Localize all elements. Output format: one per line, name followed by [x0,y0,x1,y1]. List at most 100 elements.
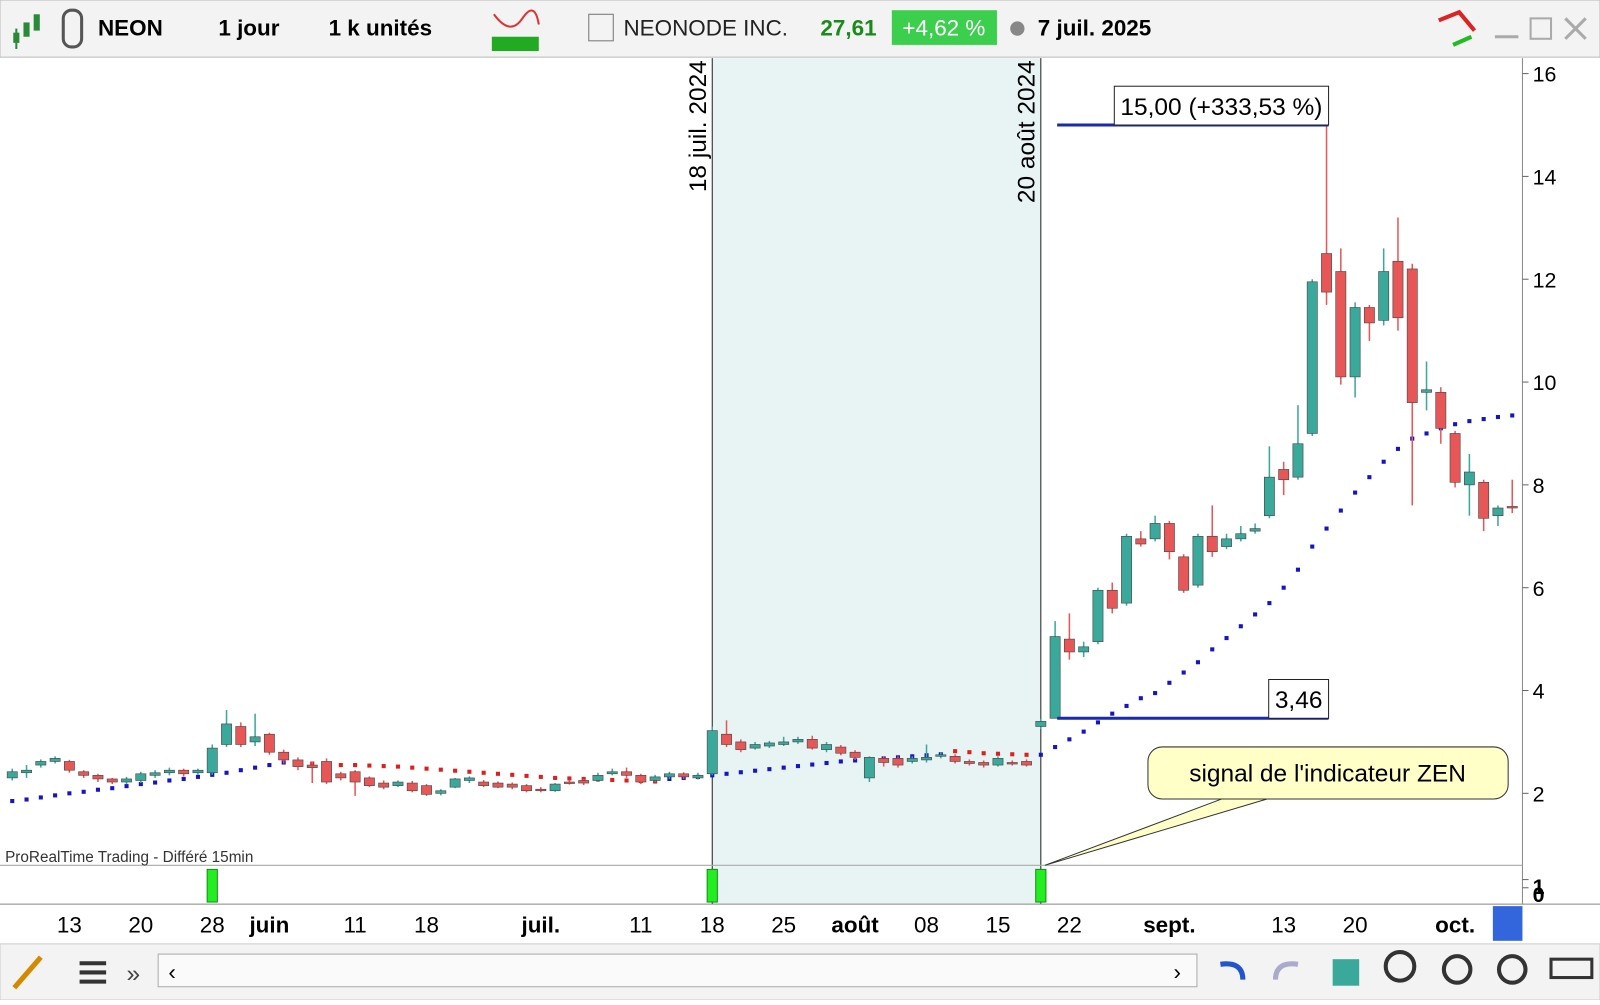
indicator-dot [510,772,515,777]
indicator-dot [1153,691,1158,696]
candle-body [806,739,818,749]
candle-body [521,785,532,792]
scroll-end[interactable] [1492,906,1523,941]
candle-body [1335,271,1347,378]
x-tick-label: 22 [1057,913,1082,938]
candle-body [263,733,275,753]
indicator-dot [224,770,229,775]
bottom-tools[interactable]: » ‹ › [12,950,1594,990]
candle-body [278,751,290,761]
candle-body [63,761,75,771]
candle-body [1021,761,1032,766]
link-icon[interactable] [61,8,84,49]
candle-body [1278,469,1290,481]
candle-body [1063,638,1075,653]
candle-body [663,773,675,778]
candle-body [1078,646,1090,653]
indicator-dot [10,799,15,804]
price-label-box [1113,85,1330,126]
candle-body [721,733,732,745]
x-tick-label: 28 [200,913,225,938]
status-icon [1010,21,1025,36]
candle-body [1321,253,1332,293]
period[interactable]: 1 jour [218,16,279,41]
y-tick-label: 16 [1533,63,1557,87]
candle-body [1292,443,1304,478]
indicator-dot [838,759,843,764]
indicator-dot [1181,670,1186,675]
callout-box [1147,746,1509,800]
change-bg [891,10,997,45]
indicator-icon[interactable] [491,9,540,52]
x-tick-label: 11 [629,913,652,938]
indicator-dot [267,763,272,768]
candle-body [1049,636,1061,719]
info-icon[interactable] [588,13,614,42]
svg-text:‹: ‹ [168,960,175,985]
indicator-dot [1253,612,1258,617]
instrument-name: NEONODE INC. [623,16,788,41]
x-tick-label: juin [248,913,289,938]
indicator-dot [481,770,486,775]
indicator-dot [1324,526,1329,531]
candle-body [1392,260,1404,319]
highlight-zone [712,58,1041,905]
candle-body [506,783,518,788]
indicator-dot [453,768,458,773]
price-label-box [1268,678,1330,719]
candle-body [1435,392,1447,429]
candle-body [535,788,547,792]
candle-body [1135,538,1147,545]
x-tick-label: 13 [57,913,82,938]
candle-body [306,764,318,768]
symbol[interactable]: NEON [98,16,163,41]
indicator-dot [1481,417,1486,422]
candle-body [763,742,775,747]
candle-body [421,785,432,795]
y-tick-label: 2 [1533,782,1545,806]
candle-icon[interactable] [13,14,40,49]
y-tick-label: 10 [1533,371,1557,395]
candle-body [792,739,804,743]
price-line-label: 3,46 [1275,687,1323,714]
indicator-dot [1124,703,1129,708]
x-tick-label: 13 [1271,913,1296,938]
indicator-dot [167,778,172,783]
indicator-dot [1467,419,1472,424]
x-tick-label: août [831,913,879,938]
candle-body [1235,533,1247,540]
candle-body [1306,281,1318,434]
candle-body [821,744,832,750]
indicator-dot [853,758,858,763]
candle-body [1263,476,1275,517]
x-tick-label: juil. [520,913,560,938]
window-buttons[interactable] [1438,9,1587,47]
candle-body [392,781,404,786]
candle-body [963,761,975,764]
candle-body [178,769,190,775]
candle-body [1506,506,1518,509]
candle-body [949,756,961,762]
indicator-dot [53,793,58,798]
indicator-dot [1510,413,1515,418]
indicator-dot [1024,752,1029,757]
indicator-dot [95,787,100,792]
candle-body [235,726,247,745]
units[interactable]: 1 k unités [329,16,432,41]
candle-body [878,758,890,763]
indicator-dot [410,765,415,770]
candle-body [335,773,347,779]
signal-bar [1035,868,1047,903]
x-tick-label: oct. [1435,913,1475,938]
candle-body [1406,268,1418,403]
candle-body [1221,538,1232,547]
candle-body [435,790,447,794]
indicator-dot [524,773,529,778]
candle-body [563,781,575,784]
indicator-dot [1224,636,1229,641]
candle-body [549,783,561,792]
date-marker-label: 20 août 2024 [1014,60,1041,203]
date: 7 juil. 2025 [1038,16,1152,41]
indicator-dot [1267,601,1272,606]
y-tick-label: 12 [1533,268,1557,292]
